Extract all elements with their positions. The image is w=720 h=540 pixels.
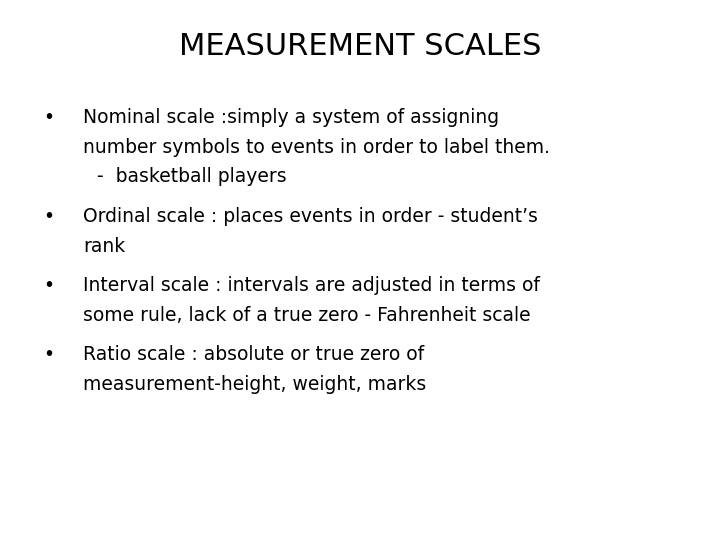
Text: Nominal scale :simply a system of assigning: Nominal scale :simply a system of assign…	[83, 108, 499, 127]
Text: rank: rank	[83, 237, 125, 255]
Text: •: •	[43, 207, 54, 226]
Text: Interval scale : intervals are adjusted in terms of: Interval scale : intervals are adjusted …	[83, 276, 540, 295]
Text: Ordinal scale : places events in order - student’s: Ordinal scale : places events in order -…	[83, 207, 538, 226]
Text: measurement-height, weight, marks: measurement-height, weight, marks	[83, 375, 426, 394]
Text: some rule, lack of a true zero - Fahrenheit scale: some rule, lack of a true zero - Fahrenh…	[83, 306, 531, 325]
Text: Ratio scale : absolute or true zero of: Ratio scale : absolute or true zero of	[83, 345, 424, 364]
Text: number symbols to events in order to label them.: number symbols to events in order to lab…	[83, 138, 550, 157]
Text: •: •	[43, 345, 54, 364]
Text: MEASUREMENT SCALES: MEASUREMENT SCALES	[179, 32, 541, 62]
Text: •: •	[43, 108, 54, 127]
Text: •: •	[43, 276, 54, 295]
Text: -  basketball players: - basketball players	[97, 167, 287, 186]
